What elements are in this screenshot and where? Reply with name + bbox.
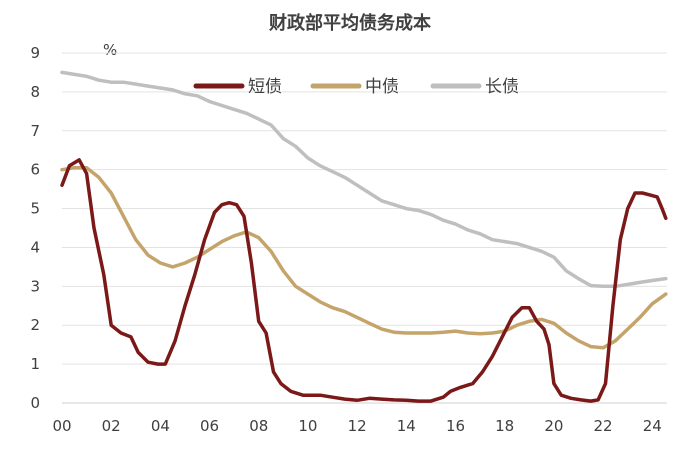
x-tick-label: 18 xyxy=(495,417,514,435)
legend-label-1: 中债 xyxy=(365,77,399,97)
series-lines xyxy=(60,70,668,403)
x-tick-label: 14 xyxy=(397,417,416,435)
x-tick-label: 00 xyxy=(52,417,71,435)
y-tick-label: 7 xyxy=(30,122,40,140)
x-tick-label: 20 xyxy=(544,417,563,435)
y-unit-label: % xyxy=(103,41,117,59)
legend-label-2: 长债 xyxy=(485,77,519,97)
x-tick-label: 22 xyxy=(594,417,613,435)
y-tick-label: 0 xyxy=(30,394,40,412)
series-line-2 xyxy=(60,70,668,289)
y-tick-label: 8 xyxy=(30,83,40,101)
x-tick-label: 10 xyxy=(298,417,317,435)
gridlines xyxy=(62,52,667,365)
x-tick-label: 02 xyxy=(102,417,121,435)
legend: 短债 中债 长债 xyxy=(193,77,519,97)
y-tick-label: 9 xyxy=(30,44,40,62)
series-line-1 xyxy=(60,165,668,350)
y-tick-label: 3 xyxy=(30,277,40,295)
y-tick-label: 6 xyxy=(30,161,40,179)
x-axis-ticks: 00 02 04 06 08 10 12 14 16 18 20 22 24 xyxy=(52,417,661,435)
y-tick-label: 2 xyxy=(30,316,40,334)
y-axis-ticks: 0 1 2 3 4 5 6 7 8 9 xyxy=(30,44,40,412)
x-tick-label: 12 xyxy=(348,417,367,435)
series-line-0 xyxy=(60,158,668,403)
x-tick-label: 08 xyxy=(249,417,268,435)
legend-label-0: 短债 xyxy=(248,77,282,97)
y-tick-label: 1 xyxy=(30,355,40,373)
x-tick-label: 06 xyxy=(200,417,219,435)
x-tick-label: 04 xyxy=(151,417,170,435)
x-tick-label: 16 xyxy=(446,417,465,435)
y-tick-label: 4 xyxy=(30,238,40,256)
x-tick-label: 24 xyxy=(643,417,662,435)
y-tick-label: 5 xyxy=(30,200,40,218)
chart-title: 财政部平均债务成本 xyxy=(269,12,431,34)
